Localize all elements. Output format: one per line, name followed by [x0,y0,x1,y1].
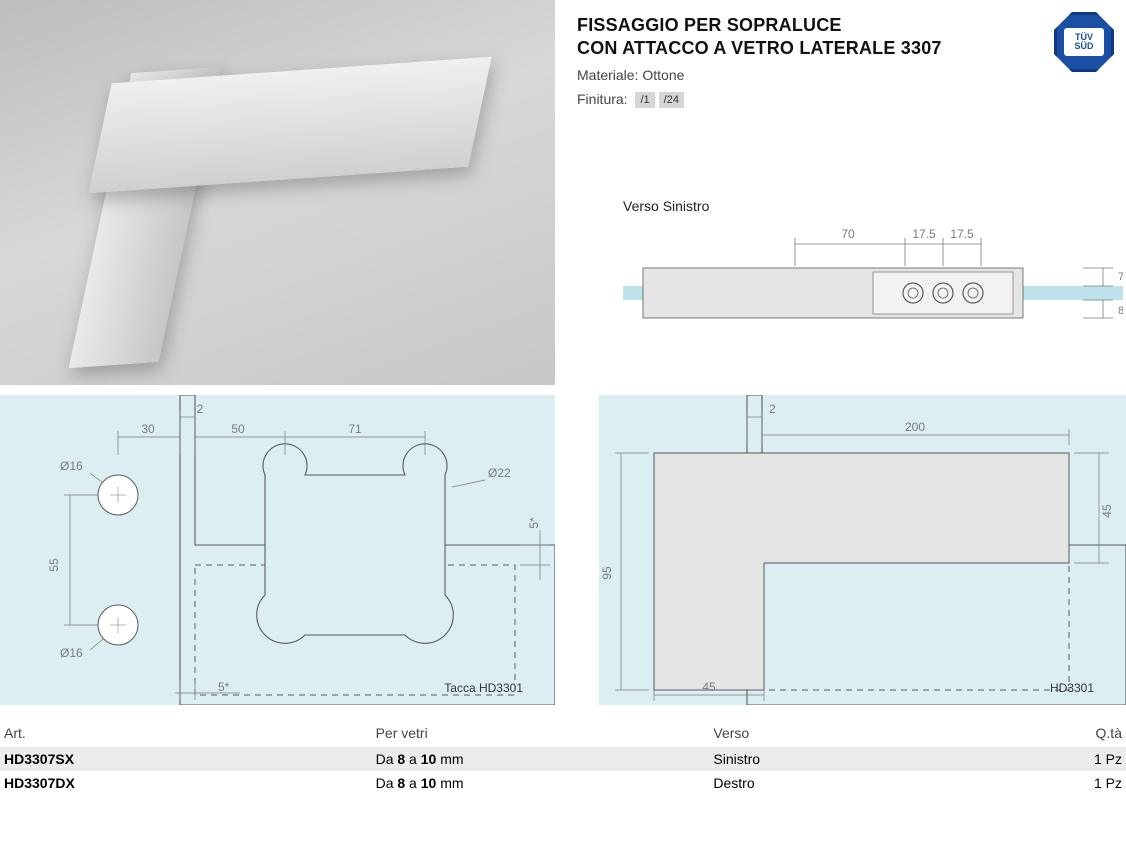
diagram-right-svg: 2 200 95 45 [599,395,1126,705]
diagram-left-svg: 2 30 50 71 Ø16 Ø16 Ø22 55 5* [0,395,555,705]
th-qty: Q.tà [991,719,1126,747]
g1-pre: Da [376,775,398,791]
dim-5b: 5* [218,680,230,694]
th-glass: Per vetri [372,719,710,747]
dim-d16a: Ø16 [60,459,83,473]
diagram-right: 2 200 95 45 [599,395,1126,705]
cell-art-1: HD3307DX [0,771,372,795]
tuv-badge-inner: TÜV SÜD [1064,28,1104,56]
tuv-badge: TÜV SÜD [1054,12,1114,72]
g0-pre: Da [376,751,398,767]
cell-side-1: Destro [709,771,991,795]
clamp-rect [873,272,1013,314]
g1-min: 8 [397,775,405,791]
g0-max: 10 [421,751,437,767]
dim-50: 50 [231,422,245,436]
g0-min: 8 [397,751,405,767]
tuv-text-bottom: SÜD [1074,42,1093,51]
cell-glass-0: Da 8 a 10 mm [372,747,710,771]
dim-d22: Ø22 [488,466,511,480]
g1-max: 10 [421,775,437,791]
cutout-shape [257,444,454,643]
material-label: Materiale: [577,67,638,83]
diagram-left: 2 30 50 71 Ø16 Ø16 Ø22 55 5* [0,395,555,705]
finish-chip-1: /1 [635,92,654,108]
dim-30: 30 [141,422,155,436]
table-row: HD3307DX Da 8 a 10 mm Destro 1 Pz [0,771,1126,795]
rdim-200: 200 [905,420,925,434]
product-info: TÜV SÜD FISSAGGIO PER SOPRALUCE CON ATTA… [555,0,1126,339]
top-row: TÜV SÜD FISSAGGIO PER SOPRALUCE CON ATTA… [0,0,1126,385]
finish-chip-24: /24 [659,92,684,108]
top-view-diagram: 70 17.5 17.5 [623,224,1123,334]
dim-70: 70 [841,227,855,241]
dim-8: 8 [1118,305,1123,317]
title-line2: CON ATTACCO A VETRO LATERALE 3307 [577,38,942,58]
finish-line: Finitura: /1 /24 [577,91,1126,108]
dim-d16b: Ø16 [60,646,83,660]
rdim-95: 95 [600,566,614,580]
product-title: FISSAGGIO PER SOPRALUCE CON ATTACCO A VE… [577,14,1126,59]
cell-qty-1: 1 Pz [991,771,1126,795]
product-sheet: TÜV SÜD FISSAGGIO PER SOPRALUCE CON ATTA… [0,0,1126,795]
fitting-shape [654,453,1069,690]
material-value: Ottone [642,67,684,83]
g1-unit: mm [436,775,463,791]
dim-17a: 17.5 [912,227,936,241]
table-header-row: Art. Per vetri Verso Q.tà [0,719,1126,747]
dim-71: 71 [348,422,362,436]
cell-art-0: HD3307SX [0,747,372,771]
th-art: Art. [0,719,372,747]
g0-mid: a [405,751,421,767]
cell-side-0: Sinistro [709,747,991,771]
title-line1: FISSAGGIO PER SOPRALUCE [577,15,842,35]
diagram-row: 2 30 50 71 Ø16 Ø16 Ø22 55 5* [0,395,1126,705]
finish-chips: /1 /24 [635,92,683,108]
spec-table: Art. Per vetri Verso Q.tà HD3307SX Da 8 … [0,719,1126,795]
diagram-right-caption: HD3301 [1050,681,1094,695]
dim-55: 55 [47,558,61,572]
rdim-45h: 45 [702,680,716,694]
top-view-label: Verso Sinistro [623,198,1126,214]
g1-mid: a [405,775,421,791]
dim-17b: 17.5 [950,227,974,241]
dim-7: 7 [1118,271,1123,283]
rdim-2: 2 [769,402,776,416]
table-row: HD3307SX Da 8 a 10 mm Sinistro 1 Pz [0,747,1126,771]
r-dashed [764,563,1069,690]
g0-unit: mm [436,751,463,767]
product-photo [0,0,555,385]
cell-qty-0: 1 Pz [991,747,1126,771]
dim-2: 2 [197,402,204,416]
finish-label: Finitura: [577,91,628,107]
cell-glass-1: Da 8 a 10 mm [372,771,710,795]
rdim-45v: 45 [1100,504,1114,518]
dim-5a: 5* [527,517,541,529]
th-side: Verso [709,719,991,747]
material-line: Materiale: Ottone [577,67,1126,83]
diagram-left-caption: Tacca HD3301 [444,681,523,695]
